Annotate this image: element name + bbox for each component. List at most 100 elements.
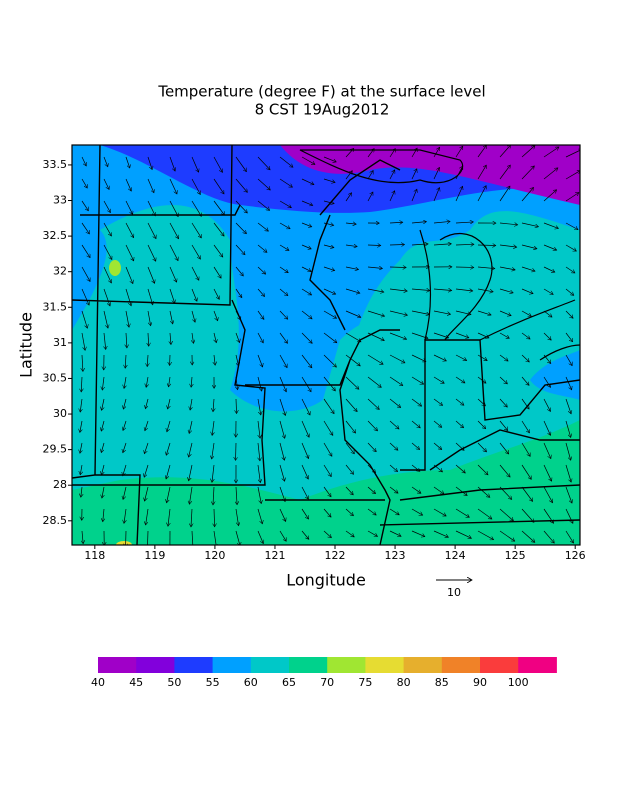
wind-vector [235, 222, 246, 234]
wind-vector [103, 266, 111, 283]
wind-vector [521, 244, 537, 249]
wind-vector [411, 310, 429, 315]
wind-vector [213, 244, 223, 257]
colorbar-label: 60 [244, 676, 258, 689]
colorbar: 40 45 50 55 60 65 70 75 80 85 90 100 [91, 657, 557, 689]
wind-vector [433, 332, 449, 338]
wind-vector [279, 244, 289, 251]
wind-vector [257, 156, 270, 170]
wind-vector [81, 486, 82, 497]
wind-vector [144, 442, 149, 454]
wind-vector [102, 376, 104, 390]
wind-vector [123, 398, 127, 409]
wind-vector [214, 354, 215, 365]
wind-vector [301, 442, 309, 459]
wind-vector [147, 530, 148, 545]
wind-vector [213, 200, 225, 215]
title: Temperature (degree F) at the surface le… [157, 83, 485, 101]
wind-vector [521, 145, 535, 158]
wind-vector [191, 156, 199, 172]
wind-vector [323, 420, 334, 435]
wind-vector [148, 332, 149, 346]
wind-vector [235, 200, 247, 213]
wind-vector [82, 530, 83, 544]
wind-vector [455, 530, 471, 538]
wind-vector [499, 145, 511, 158]
state-borders-west [72, 145, 266, 545]
wind-vector [101, 464, 105, 475]
wind-vector [433, 508, 446, 516]
wind-vector [257, 178, 270, 190]
state-borders-central [245, 159, 401, 545]
colorbar-label: 75 [358, 676, 372, 689]
wind-vector [236, 398, 237, 414]
colorbar-swatch [98, 657, 137, 673]
wind-vector [477, 186, 486, 202]
wind-vector [565, 398, 571, 414]
wind-vector [301, 530, 309, 539]
wind-vector [543, 530, 554, 543]
wind-vector [166, 464, 171, 479]
wind-vector [81, 178, 87, 188]
wind-vector [389, 398, 401, 408]
wind-vector [279, 354, 287, 368]
wind-vector [543, 486, 553, 503]
wind-vector [323, 266, 335, 271]
wind-vector [477, 310, 491, 315]
wind-vector [455, 166, 463, 180]
wind-vector [389, 486, 398, 493]
wind-vector [323, 530, 331, 538]
wind-vector [455, 376, 465, 383]
wind-vector [257, 464, 260, 483]
wind-vector [279, 332, 288, 343]
wind-vector [543, 222, 558, 228]
wind-vector [477, 464, 488, 475]
field-75 [116, 541, 132, 545]
wind-vector [235, 266, 243, 276]
wind-vector [499, 530, 515, 541]
wind-vector [499, 332, 509, 338]
wind-vector [499, 288, 513, 293]
wind-vector [499, 464, 510, 477]
y-axis-label: Latitude [17, 312, 36, 378]
wind-vector [411, 376, 424, 385]
wind-vector [543, 190, 557, 202]
wind-vector [124, 376, 126, 388]
wind-vector [80, 420, 82, 432]
wind-vector [103, 222, 111, 236]
wind-vector [258, 442, 260, 461]
colorbar-swatch [518, 657, 557, 673]
wind-vector [543, 420, 551, 435]
wind-vector [213, 266, 222, 278]
y-tick-label: 30.5 [43, 371, 68, 384]
wind-vector [565, 310, 573, 318]
wind-vector [411, 354, 426, 362]
wind-vector [191, 530, 194, 545]
wind-vector [543, 442, 551, 459]
wind-vector [521, 310, 531, 316]
wind-vector [81, 222, 89, 234]
colorbar-swatch [480, 657, 519, 673]
wind-vector [80, 398, 82, 412]
wind-vectors [80, 145, 580, 545]
wind-vector [367, 398, 379, 409]
wind-vector [543, 376, 551, 387]
wind-vector [301, 464, 308, 479]
map [72, 145, 580, 545]
wind-vector [367, 192, 373, 202]
colorbar-label: 70 [320, 676, 334, 689]
wind-vector [145, 420, 149, 431]
wind-vector [279, 442, 284, 460]
wind-vector [521, 442, 531, 456]
wind-vector [169, 310, 173, 324]
lake-erie-ontario [479, 299, 580, 361]
wind-vector [411, 289, 430, 291]
wind-vector [191, 376, 192, 387]
x-tick-label: 124 [445, 549, 466, 562]
x-tick-label: 121 [264, 549, 285, 562]
wind-vector [214, 332, 216, 343]
wind-vector [235, 178, 247, 192]
wind-vector [125, 288, 131, 306]
wind-vector [168, 398, 170, 409]
wind-vector [345, 398, 357, 412]
